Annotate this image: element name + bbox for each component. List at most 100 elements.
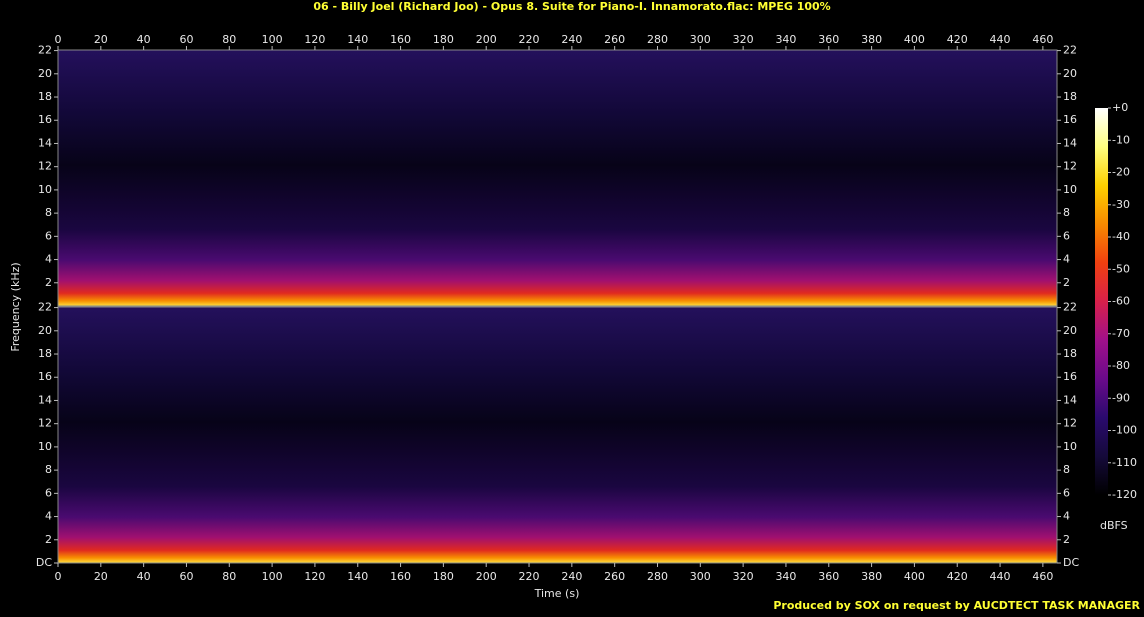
spectrogram-panel <box>57 49 1058 307</box>
y-tick-label: 4 <box>45 253 52 266</box>
x-tick-label: 120 <box>304 33 325 46</box>
y-tick-label: DC <box>36 556 52 569</box>
x-tick-label: 360 <box>818 33 839 46</box>
colorbar-tick-label: -10 <box>1112 133 1130 146</box>
colorbar-tick-label: -80 <box>1112 359 1130 372</box>
x-tick-label: 420 <box>947 570 968 583</box>
y-tick-label: 18 <box>1063 90 1077 103</box>
y-tick-label: DC <box>1063 556 1079 569</box>
y-tick-label: 12 <box>1063 417 1077 430</box>
x-tick-label: 40 <box>137 33 151 46</box>
x-tick-label: 220 <box>519 570 540 583</box>
x-tick-label: 100 <box>262 570 283 583</box>
y-tick-label: 14 <box>1063 136 1077 149</box>
y-tick-label: 22 <box>1063 301 1077 314</box>
x-tick-label: 380 <box>861 570 882 583</box>
y-tick-label: 18 <box>38 90 52 103</box>
x-tick-label: 440 <box>990 33 1011 46</box>
x-tick-label: 300 <box>690 570 711 583</box>
x-tick-label: 360 <box>818 570 839 583</box>
y-tick-label: 22 <box>1063 44 1077 57</box>
colorbar-tick-label: +0 <box>1112 101 1128 114</box>
colorbar-tick-label: -110 <box>1112 456 1137 469</box>
y-tick-label: 20 <box>38 67 52 80</box>
x-tick-label: 200 <box>476 570 497 583</box>
colorbar-tick-label: -20 <box>1112 166 1130 179</box>
colorbar-tick-label: -100 <box>1112 424 1137 437</box>
y-tick-label: 10 <box>38 440 52 453</box>
x-tick-label: 240 <box>561 33 582 46</box>
colorbar-tick-label: -90 <box>1112 391 1130 404</box>
y-tick-label: 22 <box>38 44 52 57</box>
y-tick-label: 10 <box>38 183 52 196</box>
y-tick-label: 8 <box>45 206 52 219</box>
y-tick-label: 4 <box>45 510 52 523</box>
x-tick-label: 340 <box>775 570 796 583</box>
y-tick-label: 8 <box>45 463 52 476</box>
x-axis-label: Time (s) <box>534 587 580 600</box>
y-tick-label: 16 <box>38 113 52 126</box>
y-tick-label: 2 <box>1063 276 1070 289</box>
x-tick-label: 320 <box>733 33 754 46</box>
y-tick-label: 10 <box>1063 440 1077 453</box>
x-tick-label: 20 <box>94 33 108 46</box>
colorbar-tick-label: -120 <box>1112 488 1137 501</box>
x-tick-label: 300 <box>690 33 711 46</box>
colorbar-tick-label: -30 <box>1112 198 1130 211</box>
y-tick-label: 20 <box>1063 324 1077 337</box>
x-tick-label: 260 <box>604 33 625 46</box>
colorbar-tick-label: -40 <box>1112 230 1130 243</box>
x-tick-label: 400 <box>904 33 925 46</box>
y-tick-label: 22 <box>38 301 52 314</box>
y-tick-label: 18 <box>1063 347 1077 360</box>
x-tick-label: 280 <box>647 570 668 583</box>
x-tick-label: 420 <box>947 33 968 46</box>
y-tick-label: 12 <box>1063 160 1077 173</box>
y-axis-label: Frequency (kHz) <box>9 262 22 351</box>
spectrogram-panel <box>57 306 1058 564</box>
x-tick-label: 140 <box>347 570 368 583</box>
y-tick-label: 20 <box>38 324 52 337</box>
y-tick-label: 14 <box>38 393 52 406</box>
y-tick-label: 2 <box>1063 533 1070 546</box>
colorbar <box>1095 108 1108 495</box>
y-tick-label: 2 <box>45 533 52 546</box>
y-tick-label: 6 <box>45 486 52 499</box>
y-tick-label: 20 <box>1063 67 1077 80</box>
credit: Produced by SOX on request by AUCDTECT T… <box>773 599 1140 612</box>
x-tick-label: 120 <box>304 570 325 583</box>
x-tick-label: 160 <box>390 570 411 583</box>
y-tick-label: 12 <box>38 160 52 173</box>
colorbar-tick-label: -70 <box>1112 327 1130 340</box>
x-tick-label: 140 <box>347 33 368 46</box>
x-tick-label: 220 <box>519 33 540 46</box>
y-tick-label: 2 <box>45 276 52 289</box>
x-tick-label: 40 <box>137 570 151 583</box>
x-tick-label: 60 <box>179 33 193 46</box>
x-tick-label: 160 <box>390 33 411 46</box>
x-tick-label: 20 <box>94 570 108 583</box>
y-tick-label: 14 <box>1063 393 1077 406</box>
x-tick-label: 400 <box>904 570 925 583</box>
x-tick-label: 240 <box>561 570 582 583</box>
x-tick-label: 260 <box>604 570 625 583</box>
x-tick-label: 200 <box>476 33 497 46</box>
y-tick-label: 6 <box>45 229 52 242</box>
chart-title: 06 - Billy Joel (Richard Joo) - Opus 8. … <box>313 0 830 13</box>
y-tick-label: 10 <box>1063 183 1077 196</box>
x-tick-label: 0 <box>55 33 62 46</box>
x-tick-label: 340 <box>775 33 796 46</box>
y-tick-label: 16 <box>1063 113 1077 126</box>
y-tick-label: 8 <box>1063 206 1070 219</box>
y-tick-label: 6 <box>1063 486 1070 499</box>
x-tick-label: 440 <box>990 570 1011 583</box>
y-tick-label: 14 <box>38 136 52 149</box>
x-tick-label: 80 <box>222 570 236 583</box>
y-tick-label: 16 <box>1063 370 1077 383</box>
x-tick-label: 460 <box>1032 570 1053 583</box>
x-tick-label: 80 <box>222 33 236 46</box>
y-tick-label: 18 <box>38 347 52 360</box>
x-tick-label: 0 <box>55 570 62 583</box>
y-tick-label: 8 <box>1063 463 1070 476</box>
